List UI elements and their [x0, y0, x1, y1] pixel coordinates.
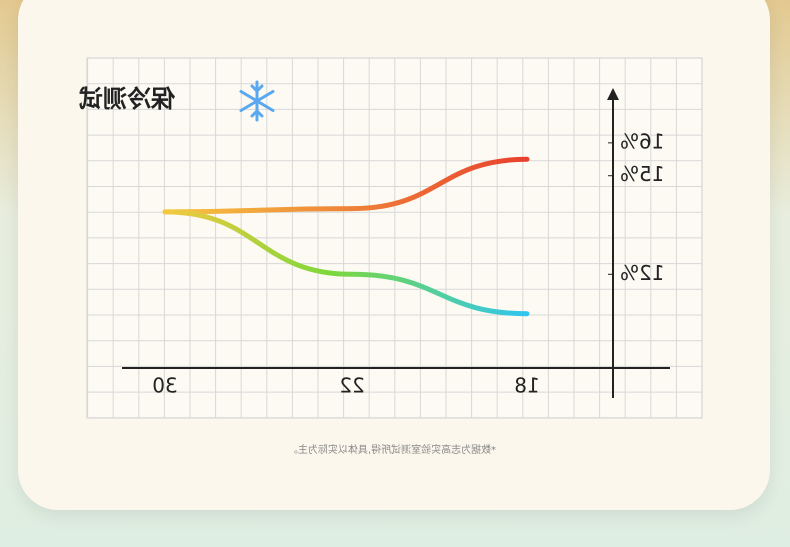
- y-tick-label: 16%: [620, 129, 664, 153]
- y-tick-label: 12%: [620, 261, 664, 285]
- axis-arrow: [607, 88, 619, 100]
- snowflake-icon: [239, 80, 275, 122]
- chart-title: 保冷测试: [79, 85, 176, 113]
- y-tick-label: 15%: [620, 162, 664, 186]
- x-tick-label: 22: [339, 374, 364, 398]
- footnote: *数据为志高实验室测试所得,具体以实际为主。: [288, 443, 496, 456]
- x-tick-label: 18: [514, 374, 539, 398]
- x-tick-label: 30: [152, 374, 177, 398]
- line-series: [162, 209, 530, 317]
- line-series: [162, 156, 530, 215]
